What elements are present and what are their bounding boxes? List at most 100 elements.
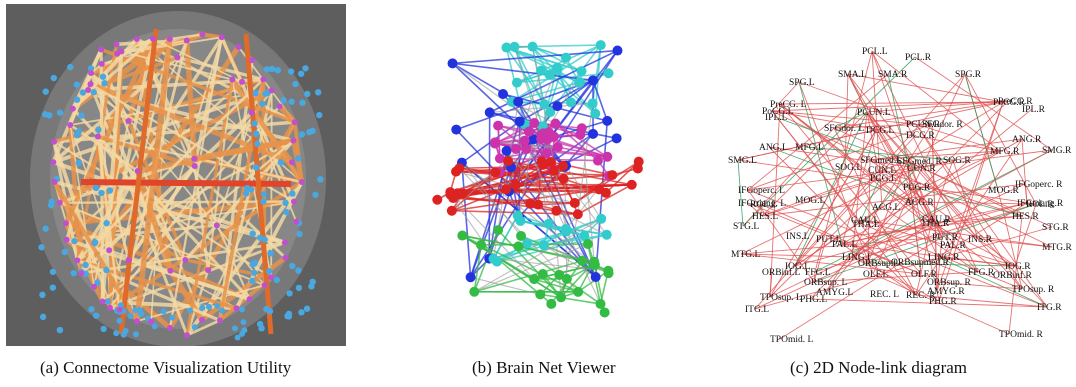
connectome-node <box>283 208 290 216</box>
diagram-node-label: ANG.R <box>1012 135 1042 145</box>
bnv-node <box>595 298 606 309</box>
connectome-node <box>266 308 274 315</box>
connectome-edge <box>193 137 294 162</box>
diagram-node-label: OLF.L <box>863 270 889 280</box>
connectome-node <box>56 109 64 116</box>
connectome-node <box>239 330 246 337</box>
bnv-node <box>626 179 637 190</box>
diagram-edge <box>866 111 1048 308</box>
diagram-node-label: MTG.R <box>1042 243 1072 253</box>
diagram-edge <box>977 238 1023 290</box>
bnv-node <box>529 118 540 129</box>
bnv-edge <box>557 146 608 158</box>
connectome-node <box>87 65 95 72</box>
diagram-edge <box>761 183 1026 217</box>
connectome-node <box>273 276 281 284</box>
diagram-node-label: PAL.L <box>832 240 857 250</box>
diagram-node-label: ACG.L <box>872 203 900 213</box>
bnv-node <box>579 230 590 241</box>
diagram-edge <box>860 177 881 221</box>
connectome-node <box>316 111 323 119</box>
bnv-node <box>599 307 610 318</box>
bnv-node <box>490 138 501 149</box>
connectome-edge <box>200 255 287 322</box>
bnv-node <box>498 88 509 99</box>
diagram-edge <box>771 110 917 125</box>
bnv-edge <box>565 165 602 220</box>
bnv-node <box>576 66 587 77</box>
connectome-node <box>100 325 107 333</box>
diagram-node-label: SFGdor. R <box>922 120 963 130</box>
bnv-edge <box>592 80 609 122</box>
bnv-node <box>525 198 536 209</box>
diagram-edge <box>851 149 1053 258</box>
bnv-edge <box>474 218 602 293</box>
bnv-node <box>569 198 580 209</box>
bnv-node <box>476 239 487 250</box>
connectome-edge <box>202 32 222 40</box>
connectome-node <box>186 307 193 314</box>
connectome-node <box>265 268 273 275</box>
bnv-node <box>527 41 538 52</box>
connectome-node <box>206 303 213 310</box>
diagram-node-label: FFG.L <box>805 268 831 278</box>
bnv-node <box>432 194 443 205</box>
connectome-hub-node <box>199 31 206 38</box>
diagram-node-label: ORBsup. R <box>927 278 971 288</box>
connectome-hub-node <box>113 41 120 48</box>
bnv-node <box>582 239 593 250</box>
diagram-edge <box>761 160 908 217</box>
connectome-node <box>49 268 57 276</box>
connectome-edge <box>218 79 266 321</box>
diagram-edge <box>804 146 954 161</box>
diagram-edge <box>1024 183 1028 204</box>
bnv-node <box>557 160 568 171</box>
bnv-edge <box>470 276 541 295</box>
connectome-visualization-panel <box>6 4 346 346</box>
bnv-edge <box>574 161 640 204</box>
diagram-edge <box>915 123 1023 290</box>
connectome-edge-strong <box>118 28 159 335</box>
diagram-edge <box>794 111 868 267</box>
connectome-node <box>253 164 260 171</box>
connectome-node <box>132 331 139 338</box>
diagram-node-label: THA.L <box>852 220 880 230</box>
connectome-edge <box>186 319 221 337</box>
connectome-node <box>289 262 296 270</box>
bnv-edge <box>566 218 602 233</box>
diagram-node-label: PAL.R <box>940 241 966 251</box>
connectome-node <box>252 90 259 97</box>
diagram-node-label: SFGmed.L <box>860 156 902 166</box>
bnv-edge <box>543 233 607 247</box>
diagram-node-label: ITG.R <box>1037 303 1062 313</box>
bnv-node <box>509 41 520 52</box>
bnv-node <box>446 205 457 216</box>
bnv-node <box>595 40 606 51</box>
bnv-edge <box>489 111 520 123</box>
diagram-edge <box>964 73 1037 205</box>
diagram-node-label: PreCG.R <box>998 97 1033 107</box>
connectome-node <box>295 267 302 274</box>
diagram-node-label: SOG.R <box>943 156 971 166</box>
diagram-node-label: PUT.L <box>816 235 842 245</box>
connectome-node <box>299 99 306 106</box>
diagram-edge <box>915 273 922 296</box>
connectome-node <box>254 140 261 148</box>
connectome-hub-node <box>282 254 289 261</box>
bnv-node <box>494 153 505 164</box>
connectome-node <box>90 89 98 96</box>
diagram-edge <box>915 123 1001 152</box>
connectome-node <box>295 155 302 162</box>
diagram-node-label: IFGtriang. L <box>738 199 786 209</box>
bnv-node <box>558 173 569 184</box>
bnv-edge <box>497 229 562 298</box>
bnv-node <box>574 77 585 88</box>
connectome-hub-node <box>116 306 123 313</box>
diagram-edge <box>847 73 933 220</box>
connectome-node <box>250 269 258 276</box>
diagram-edge <box>912 186 1023 217</box>
diagram-edge <box>754 226 1053 310</box>
connectome-node <box>252 130 260 138</box>
bnv-edge <box>493 234 585 260</box>
connectome-node <box>92 312 100 319</box>
